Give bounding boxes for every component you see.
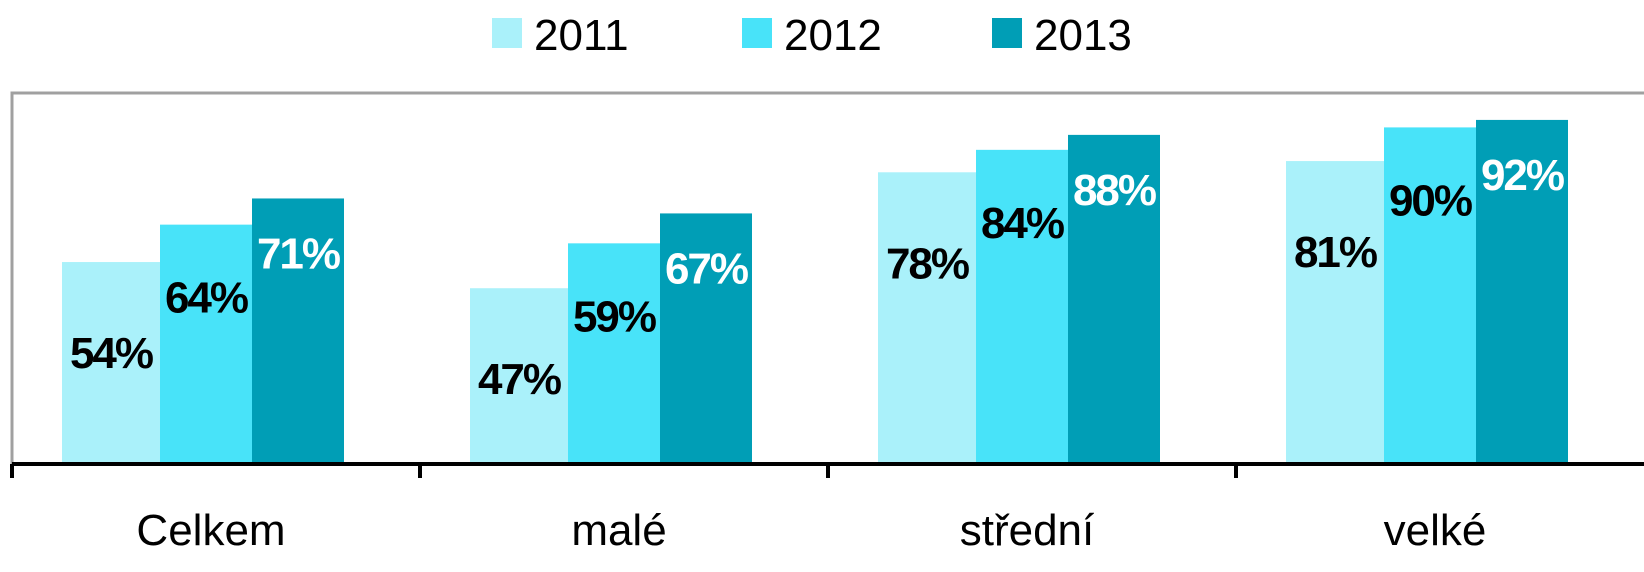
value-label-velke-2013: 92% <box>1481 151 1564 200</box>
bars <box>62 119 1568 465</box>
bar-celkem-2013 <box>252 198 344 464</box>
category-label-stredni: střední <box>960 506 1095 555</box>
value-label-male-2013: 67% <box>665 244 748 293</box>
value-label-stredni-2011: 78% <box>886 239 969 288</box>
legend: 2011 2012 2013 <box>492 11 1132 60</box>
value-label-male-2011: 47% <box>478 355 561 404</box>
value-label-velke-2011: 81% <box>1294 228 1377 277</box>
legend-swatch-2013 <box>992 18 1022 48</box>
value-label-male-2012: 59% <box>573 292 656 341</box>
value-label-celkem-2013: 71% <box>257 229 340 278</box>
category-label-male: malé <box>571 506 666 555</box>
category-labels: Celkem malé střední velké <box>136 506 1486 555</box>
bar-celkem-2011 <box>62 262 160 464</box>
value-label-stredni-2013: 88% <box>1073 166 1156 215</box>
value-label-velke-2012: 90% <box>1389 176 1472 225</box>
bar-velke-2012 <box>1384 127 1476 465</box>
legend-label-2012: 2012 <box>784 11 882 60</box>
category-label-velke: velké <box>1384 506 1487 555</box>
bar-male-2011 <box>470 288 568 464</box>
value-label-stredni-2012: 84% <box>981 199 1064 248</box>
x-axis <box>10 462 1644 478</box>
legend-label-2011: 2011 <box>534 11 629 60</box>
value-labels: 54%64%71% 47%59%67% 78%84%88% 81%90%92% <box>70 151 1566 404</box>
legend-item-2011: 2011 <box>492 11 629 60</box>
value-label-celkem-2012: 64% <box>165 274 248 323</box>
bar-stredni-2012 <box>976 149 1068 464</box>
bar-stredni-2011 <box>878 172 976 464</box>
bar-celkem-2012 <box>160 224 252 464</box>
bar-stredni-2013 <box>1068 134 1160 464</box>
bar-male-2013 <box>660 213 752 464</box>
legend-item-2012: 2012 <box>742 11 882 60</box>
legend-swatch-2012 <box>742 18 772 48</box>
value-label-celkem-2011: 54% <box>70 329 153 378</box>
legend-label-2013: 2013 <box>1034 11 1132 60</box>
legend-item-2013: 2013 <box>992 11 1132 60</box>
category-label-celkem: Celkem <box>136 506 285 555</box>
bar-male-2012 <box>568 243 660 464</box>
legend-swatch-2011 <box>492 18 522 48</box>
bar-velke-2011 <box>1286 161 1384 464</box>
bar-velke-2013 <box>1476 119 1568 465</box>
